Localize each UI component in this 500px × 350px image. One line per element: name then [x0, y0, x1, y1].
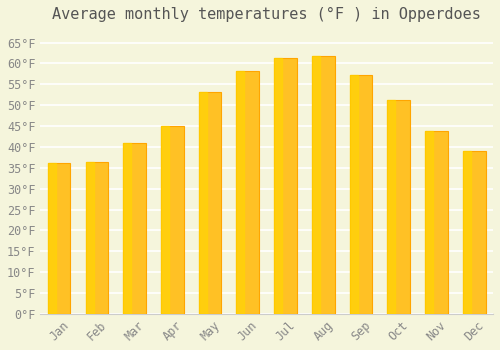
- Bar: [425, 132, 433, 314]
- Bar: [124, 143, 146, 314]
- Bar: [463, 151, 485, 314]
- Bar: [350, 75, 372, 314]
- Bar: [48, 163, 56, 314]
- Bar: [86, 162, 94, 314]
- Bar: [236, 71, 259, 314]
- Title: Average monthly temperatures (°F ) in Opperdoes: Average monthly temperatures (°F ) in Op…: [52, 7, 481, 22]
- Bar: [124, 143, 131, 314]
- Bar: [312, 56, 320, 314]
- Bar: [463, 151, 471, 314]
- Bar: [236, 71, 244, 314]
- Bar: [274, 58, 297, 314]
- Bar: [274, 58, 282, 314]
- Bar: [388, 100, 396, 314]
- Bar: [312, 56, 334, 314]
- Bar: [388, 100, 410, 314]
- Bar: [161, 126, 169, 314]
- Bar: [350, 75, 358, 314]
- Bar: [161, 126, 184, 314]
- Bar: [425, 132, 448, 314]
- Bar: [48, 163, 70, 314]
- Bar: [199, 92, 222, 314]
- Bar: [199, 92, 206, 314]
- Bar: [86, 162, 108, 314]
